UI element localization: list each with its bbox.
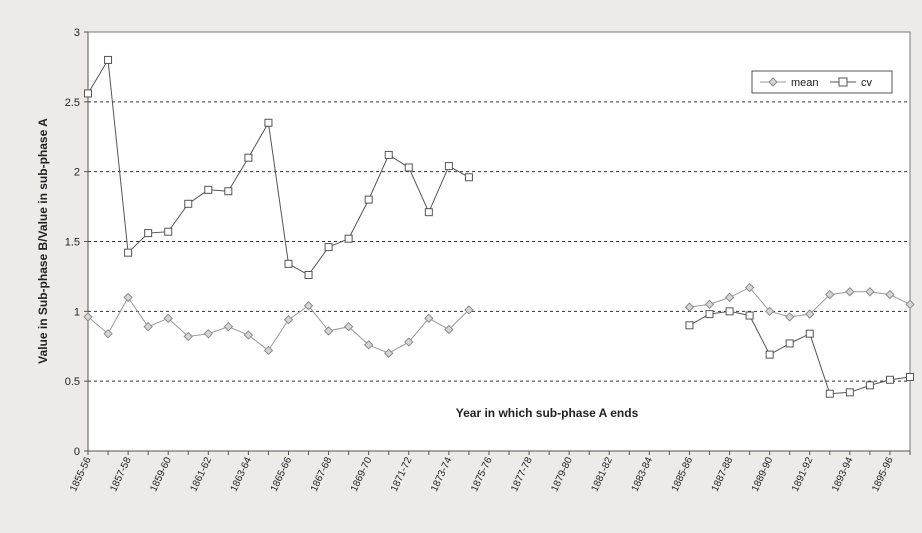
point-mean bbox=[784, 312, 795, 322]
series-lines bbox=[83, 55, 915, 398]
point-mean bbox=[764, 306, 775, 317]
point-mean bbox=[384, 348, 394, 358]
point-cv bbox=[885, 375, 894, 384]
point-mean bbox=[283, 315, 294, 325]
point-mean bbox=[885, 289, 895, 300]
point-mean bbox=[684, 302, 695, 312]
point-cv bbox=[404, 163, 413, 172]
point-cv bbox=[865, 381, 874, 390]
point-cv bbox=[825, 389, 834, 398]
legend-cv-marker bbox=[838, 77, 848, 87]
point-cv bbox=[124, 248, 133, 257]
point-cv bbox=[805, 329, 814, 338]
point-mean bbox=[865, 287, 875, 297]
y-tick-label: 1.5 bbox=[65, 237, 80, 249]
point-mean bbox=[163, 313, 173, 324]
y-tick-label: 2.5 bbox=[65, 97, 80, 109]
legend-box bbox=[751, 70, 893, 94]
point-mean bbox=[724, 292, 735, 303]
point-cv bbox=[364, 195, 373, 204]
point-mean bbox=[323, 326, 334, 336]
y-tick-label: 2 bbox=[74, 167, 80, 179]
point-cv bbox=[424, 208, 433, 217]
legend-mean-label: mean bbox=[791, 77, 819, 89]
point-cv bbox=[785, 339, 794, 348]
y-tick-label: 1 bbox=[74, 306, 80, 318]
point-mean bbox=[343, 321, 354, 332]
legend-cv-label: cv bbox=[861, 77, 873, 89]
point-cv bbox=[324, 243, 333, 252]
point-mean bbox=[444, 324, 454, 335]
point-cv bbox=[284, 259, 293, 268]
point-cv bbox=[104, 55, 113, 64]
y-tick-label: 0.5 bbox=[65, 376, 80, 388]
point-mean bbox=[183, 331, 193, 342]
point-mean bbox=[243, 330, 254, 340]
point-cv bbox=[244, 153, 253, 162]
x-axis-label: Year in which sub-phase A ends bbox=[456, 406, 639, 420]
point-cv bbox=[204, 185, 213, 194]
point-mean bbox=[83, 312, 93, 322]
point-mean bbox=[744, 282, 755, 293]
point-cv bbox=[745, 311, 754, 320]
series-mean bbox=[83, 282, 915, 358]
point-mean bbox=[363, 340, 374, 350]
point-mean bbox=[704, 299, 715, 310]
y-tick-label: 0 bbox=[74, 446, 80, 458]
point-cv bbox=[384, 150, 393, 159]
point-mean bbox=[805, 309, 815, 319]
point-cv bbox=[464, 173, 473, 182]
point-cv bbox=[444, 162, 453, 171]
point-mean bbox=[404, 337, 414, 347]
legend-mean-marker bbox=[768, 77, 778, 87]
point-cv bbox=[685, 321, 694, 330]
point-cv bbox=[705, 310, 714, 319]
point-mean bbox=[223, 321, 234, 332]
point-mean bbox=[845, 287, 855, 297]
legend: mean cv bbox=[751, 70, 893, 94]
point-mean bbox=[905, 299, 915, 310]
point-mean bbox=[103, 328, 113, 339]
point-cv bbox=[344, 234, 353, 243]
point-mean bbox=[424, 313, 434, 324]
y-tick-label: 3 bbox=[74, 27, 80, 39]
point-mean bbox=[303, 301, 314, 311]
point-mean bbox=[464, 305, 474, 315]
point-mean bbox=[263, 345, 274, 356]
series-cv bbox=[84, 55, 914, 398]
point-cv bbox=[264, 118, 273, 127]
point-cv bbox=[765, 350, 774, 359]
point-cv bbox=[845, 388, 854, 397]
point-mean bbox=[143, 321, 153, 332]
point-cv bbox=[304, 271, 313, 280]
point-cv bbox=[906, 372, 914, 381]
point-cv bbox=[224, 187, 233, 196]
point-cv bbox=[164, 227, 173, 236]
point-mean bbox=[825, 289, 835, 300]
y-axis-label: Value in Sub-phase B/Value in sub-phase … bbox=[36, 118, 50, 364]
point-cv bbox=[144, 229, 153, 238]
point-cv bbox=[84, 89, 92, 98]
point-cv bbox=[184, 199, 193, 208]
point-mean bbox=[123, 292, 133, 303]
y-tick-labels: 0 0.5 1 1.5 2 2.5 3 bbox=[65, 27, 88, 458]
point-cv bbox=[725, 307, 734, 316]
point-mean bbox=[203, 328, 214, 339]
